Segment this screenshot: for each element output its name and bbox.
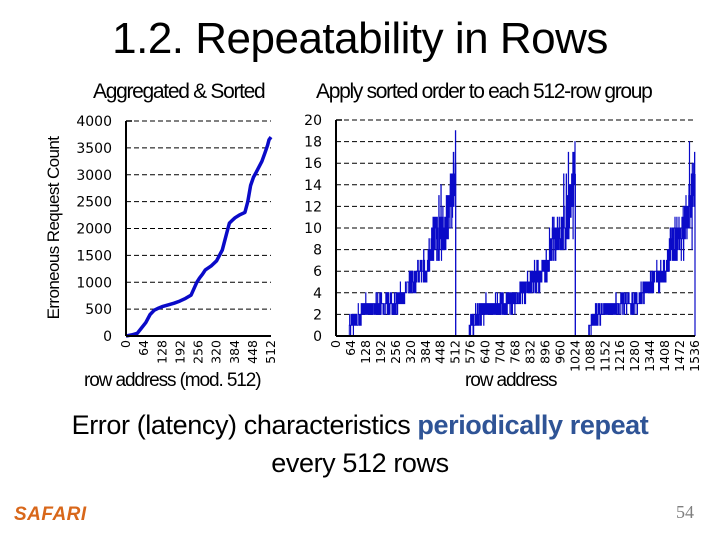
svg-text:448: 448 <box>245 340 260 364</box>
svg-text:4: 4 <box>313 286 322 302</box>
svg-text:0: 0 <box>103 329 112 345</box>
svg-text:6: 6 <box>313 264 322 280</box>
svg-text:4000: 4000 <box>76 114 112 130</box>
svg-text:576: 576 <box>463 340 478 364</box>
page-number: 54 <box>676 502 694 522</box>
conclusion-highlight: periodically repeat <box>417 410 649 440</box>
svg-text:320: 320 <box>209 340 224 364</box>
svg-text:1088: 1088 <box>582 340 597 372</box>
svg-text:512: 512 <box>448 340 463 364</box>
left-chart-title: Aggregated & Sorted <box>93 80 266 103</box>
svg-text:512: 512 <box>263 340 278 364</box>
svg-text:1408: 1408 <box>657 340 672 372</box>
svg-text:1000: 1000 <box>76 275 112 291</box>
svg-text:0: 0 <box>313 329 322 345</box>
svg-text:1024: 1024 <box>567 340 582 372</box>
svg-text:2000: 2000 <box>76 222 112 238</box>
safari-logo: SAFARI <box>14 504 87 525</box>
svg-text:384: 384 <box>227 340 242 364</box>
svg-text:192: 192 <box>172 340 187 364</box>
conclusion-prefix: Error (latency) characteristics <box>71 410 418 440</box>
svg-text:768: 768 <box>508 340 523 364</box>
svg-text:1280: 1280 <box>627 340 642 372</box>
svg-text:18: 18 <box>304 135 322 151</box>
svg-text:1216: 1216 <box>612 340 627 372</box>
svg-text:128: 128 <box>154 340 169 364</box>
svg-text:192: 192 <box>373 340 388 364</box>
svg-text:1500: 1500 <box>76 248 112 264</box>
slide-title: 1.2. Repeatability in Rows <box>112 14 608 63</box>
svg-text:832: 832 <box>522 340 537 364</box>
svg-text:14: 14 <box>304 178 322 194</box>
svg-text:10: 10 <box>304 221 322 237</box>
svg-text:16: 16 <box>304 156 322 172</box>
svg-text:2: 2 <box>313 307 322 323</box>
svg-text:3500: 3500 <box>76 141 112 157</box>
svg-text:1152: 1152 <box>597 340 612 372</box>
svg-text:704: 704 <box>493 340 508 364</box>
svg-text:12: 12 <box>304 199 322 215</box>
svg-text:256: 256 <box>191 340 206 364</box>
svg-text:0: 0 <box>328 340 343 348</box>
left-chart-xlabel: row address (mod. 512) <box>84 370 262 391</box>
svg-text:0: 0 <box>118 340 133 348</box>
svg-text:2500: 2500 <box>76 195 112 211</box>
svg-text:896: 896 <box>537 340 552 364</box>
svg-text:320: 320 <box>403 340 418 364</box>
svg-text:960: 960 <box>552 340 567 364</box>
svg-text:1344: 1344 <box>642 340 657 372</box>
svg-text:256: 256 <box>388 340 403 364</box>
svg-text:20: 20 <box>304 113 322 129</box>
svg-text:3000: 3000 <box>76 168 112 184</box>
svg-text:8: 8 <box>313 243 322 259</box>
svg-text:1536: 1536 <box>687 340 702 372</box>
svg-text:1472: 1472 <box>672 340 687 372</box>
svg-text:640: 640 <box>478 340 493 364</box>
svg-text:448: 448 <box>433 340 448 364</box>
svg-text:128: 128 <box>358 340 373 364</box>
svg-text:500: 500 <box>85 302 112 318</box>
right-chart-title: Apply sorted order to each 512-row group <box>316 80 653 103</box>
conclusion-line2: every 512 rows <box>271 448 449 478</box>
right-chart-xlabel: row address <box>465 370 557 391</box>
conclusion-text: Error (latency) characteristics periodic… <box>0 406 720 482</box>
svg-text:64: 64 <box>343 340 358 356</box>
svg-text:384: 384 <box>418 340 433 364</box>
svg-text:64: 64 <box>136 340 151 356</box>
